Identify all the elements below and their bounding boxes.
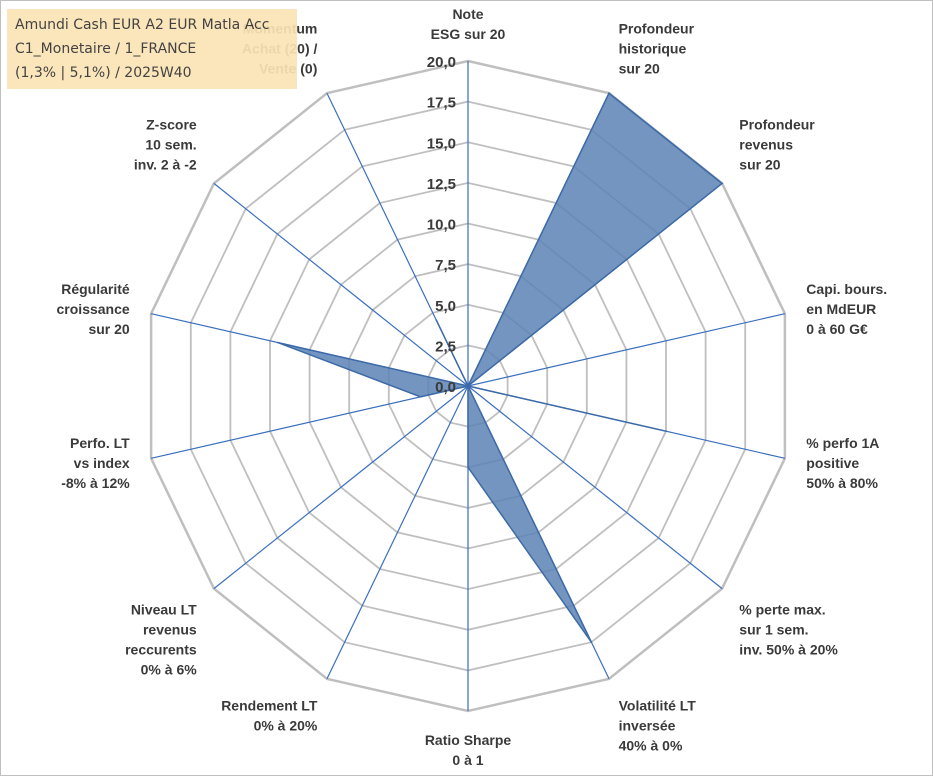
axis-label-line: reccurents [125,641,197,657]
axis-label: Capi. bours. en MdEUR 0 à 60 G€ [806,281,887,337]
axis-label: Z-score 10 sem. inv. 2 à -2 [134,117,197,173]
axis-label-line: inversée [619,718,676,734]
axis-label: Niveau LT revenus reccurents 0% à 6% [125,601,197,677]
axis-label-line: inv. 50% à 20% [739,641,838,657]
axis-spoke [150,385,469,459]
axis-label-line: 0 à 60 G€ [806,321,868,337]
axis-label: Perfo. LT vs index -8% à 12% [61,435,130,491]
axis-label-line: inv. 2 à -2 [134,157,197,173]
axis-label-line: Profondeur [619,20,695,36]
axis-label: % perfo 1A positive 50% à 80% [806,435,879,491]
axis-label-line: % perte max. [739,601,825,617]
data-point [721,182,723,185]
axis-label-line: Z-score [146,117,197,133]
axis-spoke [213,385,469,590]
axis-label-line: 0% à 20% [254,718,318,734]
axis-spoke [467,313,786,387]
axis-label-line: revenus [143,621,197,637]
axis-label-line: Perfo. LT [70,435,130,451]
series-area [277,92,724,643]
tick-label: 0,0 [435,379,456,396]
axis-label-line: sur 1 sem. [739,621,808,637]
axis-label-line: % perfo 1A [806,435,879,451]
axis-label-line: ESG sur 20 [431,26,506,42]
series-layer [277,92,724,643]
tick-label: 12,5 [427,176,456,193]
tick-label: 7,5 [435,257,456,274]
axis-label-line: Capi. bours. [806,281,887,297]
axis-label-line: vs index [74,455,130,471]
chart-title-box: Amundi Cash EUR A2 EUR Matla Acc C1_Mone… [7,9,297,89]
axis-label: Profondeur historique sur 20 [619,20,695,76]
tick-label: 5,0 [435,298,456,315]
tick-layer: 0,0 2,5 5,0 7,5 10,0 12,5 15,0 17,5 20,0 [427,54,456,396]
data-point [665,430,667,433]
data-point [608,92,610,94]
axis-label: Rendement LT 0% à 20% [221,698,318,734]
axis-label-line: Volatilité LT [619,698,697,714]
axis-label-line: 40% à 0% [619,738,683,754]
axis-label-line: 10 sem. [145,137,196,153]
title-line-2: C1_Monetaire / 1_FRANCE [15,41,197,57]
tick-label: 17,5 [427,95,456,112]
tick-label: 20,0 [427,54,456,71]
axis-label: Régularité croissance sur 20 [57,281,130,337]
axis-label-line: Niveau LT [131,601,197,617]
tick-label: 10,0 [427,217,456,234]
axis-label: Volatilité LT inversée 40% à 0% [619,698,697,754]
title-line-1: Amundi Cash EUR A2 EUR Matla Acc [15,17,270,33]
axis-label-line: sur 20 [88,321,129,337]
title-line-3: (1,3% | 5,1%) / 2025W40 [15,65,192,81]
data-point [590,641,593,643]
axis-spoke [213,182,469,387]
axis-spoke [326,385,469,680]
axis-label-line: sur 20 [619,60,660,76]
axis-label-line: 50% à 80% [806,475,878,491]
axis-label: Note ESG sur 20 [431,6,506,42]
axis-label-line: croissance [57,301,130,317]
axis-label-line: Note [452,6,483,22]
axis-spoke [467,385,723,590]
axis-label-line: Ratio Sharpe [425,732,512,748]
axis-label: % perte max. sur 1 sem. inv. 50% à 20% [739,601,838,657]
axis-label-line: Régularité [61,281,130,297]
axis-label-line: 0 à 1 [452,752,483,768]
axis-label-line: positive [806,455,859,471]
data-point [277,341,279,344]
tick-label: 2,5 [435,338,456,355]
axis-label-line: historique [619,40,687,56]
axis-label: Ratio Sharpe 0 à 1 [425,732,512,768]
data-point [467,385,469,387]
axis-label-line: sur 20 [739,157,780,173]
data-point [467,466,469,469]
axis-label: Profondeur revenus sur 20 [739,117,815,173]
tick-label: 15,0 [427,135,456,152]
axis-label-line: Profondeur [739,117,815,133]
data-point [435,319,438,321]
data-point [419,396,422,398]
axis-label-line: -8% à 12% [61,475,130,491]
axis-label-line: en MdEUR [806,301,876,317]
axis-label-line: 0% à 6% [141,661,198,677]
axis-label-line: revenus [739,137,793,153]
axis-label-line: Rendement LT [221,698,318,714]
